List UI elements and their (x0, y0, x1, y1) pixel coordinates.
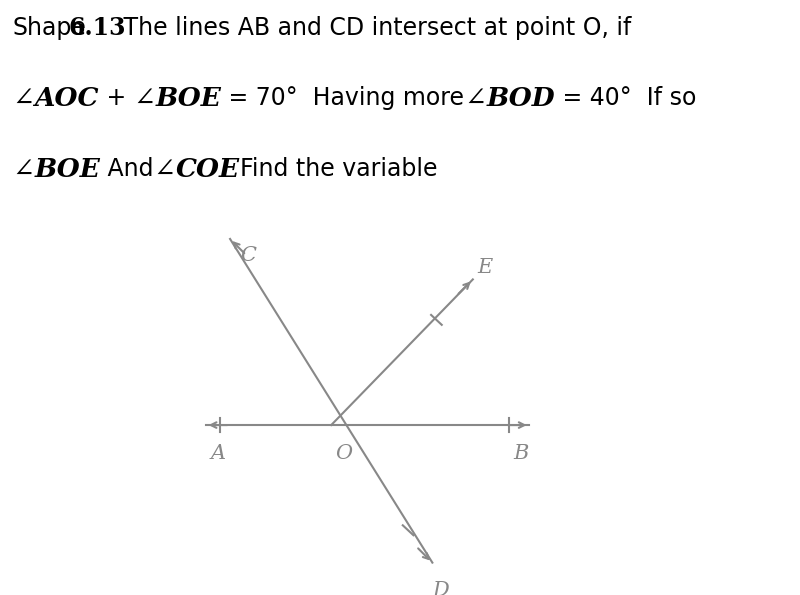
Text: AOC: AOC (34, 86, 98, 111)
Text: Find the variable: Find the variable (240, 157, 438, 181)
Text: ∠: ∠ (154, 157, 176, 182)
Text: = 40°  If so: = 40° If so (555, 86, 697, 111)
Text: B: B (514, 444, 529, 463)
Text: C: C (240, 246, 256, 265)
Text: 6.13: 6.13 (68, 15, 126, 40)
Text: O: O (334, 444, 352, 463)
Text: And: And (100, 157, 154, 181)
Text: ∠: ∠ (464, 86, 486, 111)
Text: ∠: ∠ (12, 157, 34, 182)
Text: D: D (432, 581, 449, 595)
Text: Shape: Shape (12, 15, 86, 40)
Text: ∠: ∠ (134, 86, 155, 111)
Text: BOD: BOD (486, 86, 555, 111)
Text: COE: COE (176, 157, 240, 182)
Text: A: A (210, 444, 226, 463)
Text: +: + (98, 86, 134, 111)
Text: BOE: BOE (34, 157, 100, 182)
Text: BOE: BOE (155, 86, 222, 111)
Text: ∠: ∠ (12, 86, 34, 111)
Text: E: E (478, 258, 493, 277)
Text: = 70°  Having more: = 70° Having more (222, 86, 464, 111)
Text: The lines AB and CD intersect at point O, if: The lines AB and CD intersect at point O… (116, 15, 631, 40)
